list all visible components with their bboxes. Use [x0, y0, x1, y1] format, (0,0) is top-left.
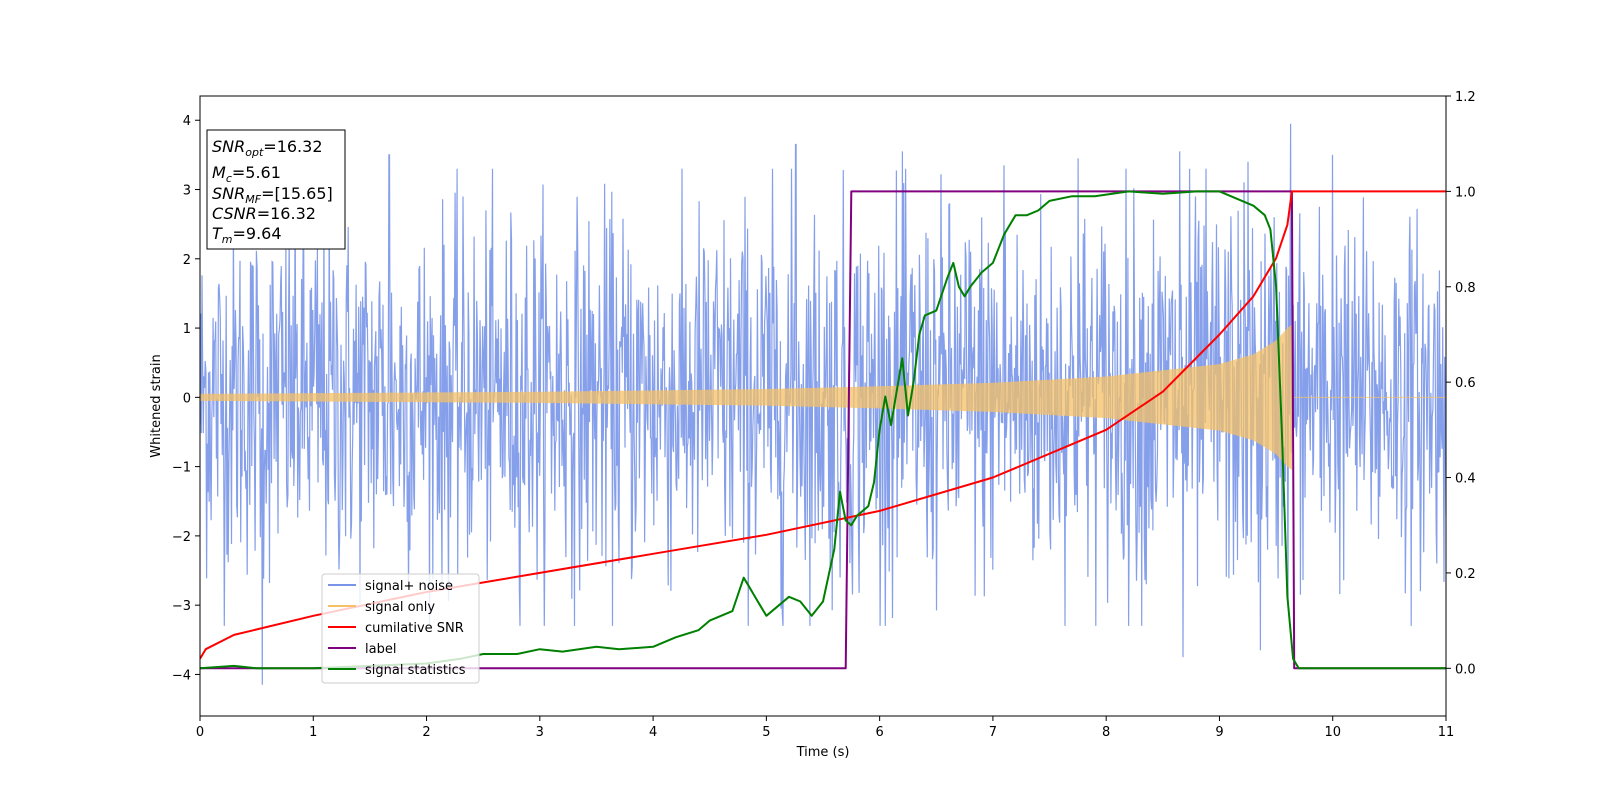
x-tick-label: 8	[1102, 725, 1110, 740]
y2-axis-ticks: 0.0 0.2 0.4 0.6 0.8 1.0 1.2	[1446, 90, 1476, 677]
info-mc: Mc=5.61	[212, 163, 281, 185]
info-snr-mf-value: =[15.65]	[261, 184, 333, 203]
info-snr-opt-subscript: opt	[245, 146, 264, 159]
y-tick-label: 3	[183, 184, 191, 199]
x-tick-label: 2	[422, 725, 430, 740]
y-axis-label: Whitened strain	[149, 354, 164, 457]
info-tm-value: =9.64	[233, 224, 282, 243]
y-tick-label: 0	[183, 391, 191, 406]
info-csnr-value: =16.32	[257, 204, 316, 223]
y-tick-label: −3	[172, 599, 191, 614]
plot-area	[200, 123, 1446, 685]
legend-label-label: label	[365, 642, 396, 657]
info-csnr: CSNR=16.32	[212, 204, 316, 223]
info-tm: Tm=9.64	[212, 224, 282, 246]
legend-label-signal-statistics: signal statistics	[365, 663, 466, 678]
x-tick-label: 5	[762, 725, 770, 740]
legend-label-signal-only: signal only	[365, 600, 435, 615]
cumulative-snr-line	[200, 190, 1446, 660]
info-tm-subscript: m	[222, 233, 233, 246]
info-snr-mf: SNRMF=[15.65]	[212, 184, 333, 206]
legend: signal+ noise signal only cumilative SNR…	[321, 573, 480, 684]
info-snr-mf-symbol: SNR	[212, 184, 245, 203]
y-tick-label: 4	[183, 114, 191, 129]
y2-tick-label: 0.0	[1455, 662, 1476, 677]
legend-label-cumulative-snr: cumilative SNR	[365, 621, 464, 636]
info-mc-value: =5.61	[232, 163, 281, 182]
y2-tick-label: 1.2	[1455, 90, 1476, 105]
info-snr-opt-value: =16.32	[263, 137, 322, 156]
info-csnr-symbol: CSNR	[212, 204, 257, 223]
x-tick-label: 11	[1438, 725, 1455, 740]
info-snr-mf-subscript: MF	[245, 193, 261, 206]
x-tick-label: 1	[309, 725, 317, 740]
x-tick-label: 10	[1324, 725, 1341, 740]
info-snr-opt-symbol: SNR	[212, 137, 245, 156]
y-axis-ticks: −4 −3 −2 −1 0 1 2 3 4	[172, 114, 200, 683]
x-tick-label: 7	[989, 725, 997, 740]
x-tick-label: 3	[536, 725, 544, 740]
y-tick-label: −2	[172, 530, 191, 545]
legend-frame	[321, 573, 480, 684]
y-tick-label: −1	[172, 461, 191, 476]
y-tick-label: −4	[172, 668, 191, 683]
y2-tick-label: 0.4	[1455, 472, 1476, 487]
x-axis-label: Time (s)	[796, 745, 850, 760]
plot-frame	[199, 95, 1447, 717]
y2-tick-label: 0.2	[1455, 567, 1476, 582]
y2-tick-label: 1.0	[1455, 185, 1476, 200]
x-tick-label: 9	[1215, 725, 1223, 740]
x-tick-label: 4	[649, 725, 657, 740]
info-tm-symbol: T	[212, 224, 223, 243]
signal-only-trace	[200, 324, 1446, 470]
x-tick-label: 0	[196, 725, 204, 740]
y2-tick-label: 0.8	[1455, 281, 1476, 296]
info-box-frame	[206, 129, 346, 250]
y-tick-label: 1	[183, 322, 191, 337]
overlay-lines	[200, 190, 1446, 670]
signal-only-line	[200, 324, 1446, 470]
y2-tick-label: 0.6	[1455, 376, 1476, 391]
legend-label-signal-plus-noise: signal+ noise	[365, 579, 453, 594]
x-tick-label: 6	[875, 725, 883, 740]
info-mc-subscript: c	[226, 172, 232, 185]
info-snr-opt: SNRopt=16.32	[212, 137, 323, 159]
info-box: SNRopt=16.32 Mc=5.61 SNRMF=[15.65] CSNR=…	[206, 129, 346, 250]
info-mc-symbol: M	[212, 163, 226, 182]
x-axis-ticks: 0 1 2 3 4 5 6 7 8 9 10 11	[196, 716, 1454, 740]
signal-statistics-line	[200, 190, 1446, 670]
y-tick-label: 2	[183, 253, 191, 268]
